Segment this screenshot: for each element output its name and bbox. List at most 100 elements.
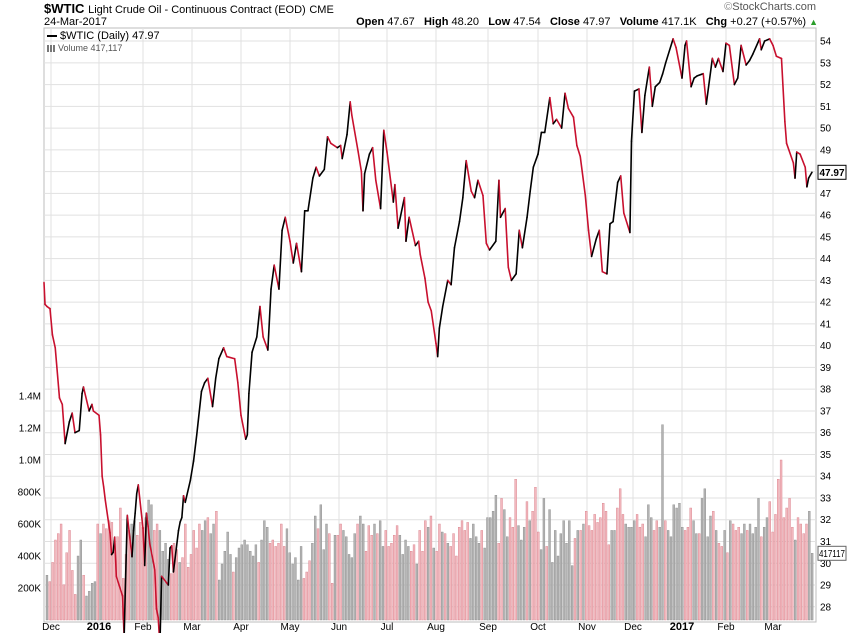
volume-bar	[717, 543, 721, 621]
volume-bar	[517, 525, 520, 621]
volume-bar	[328, 533, 331, 621]
price-segment	[567, 107, 575, 119]
price-segment	[323, 135, 329, 171]
high-value: 48.20	[451, 16, 480, 28]
price-segment	[349, 101, 353, 116]
volume-bar	[460, 520, 464, 621]
price-segment	[696, 72, 705, 77]
volume-bar	[576, 530, 579, 621]
price-segment	[785, 142, 795, 164]
volume-bar	[178, 562, 181, 621]
volume-bar	[579, 530, 582, 621]
volume-bar	[528, 520, 531, 621]
price-segment	[424, 277, 429, 303]
price-segment	[273, 264, 280, 290]
legend-volume-label: Volume 417,117	[58, 43, 123, 53]
price-segment	[54, 347, 61, 399]
price-segment	[295, 242, 303, 273]
volume-bar	[249, 551, 252, 621]
volume-bar	[130, 523, 133, 621]
ohlc-summary: Open 47.67 High 48.20 Low 47.54 Close 47…	[356, 16, 818, 28]
price-segment	[312, 166, 317, 179]
price-segment	[371, 146, 377, 182]
volume-bar	[65, 552, 68, 621]
volume-bar	[675, 507, 678, 621]
volume-bar	[107, 520, 111, 621]
price-segment	[101, 475, 105, 488]
volume-bar	[466, 522, 469, 621]
volume-bar	[367, 525, 371, 621]
volume-bar	[308, 560, 311, 621]
price-segment	[504, 207, 510, 269]
price-segment	[132, 512, 136, 532]
volume-bar	[181, 557, 184, 621]
volume-bar	[762, 527, 766, 621]
x-tick-label: Dec	[42, 622, 60, 633]
volume-bar	[370, 535, 373, 621]
volume-bar	[390, 543, 393, 621]
price-segment	[240, 414, 247, 441]
volume-bar	[695, 533, 698, 621]
volume-bar	[62, 584, 66, 621]
price-segment	[638, 88, 643, 134]
volume-bar	[655, 520, 659, 621]
volume-bar	[452, 533, 455, 621]
price-segment	[237, 381, 242, 417]
volume-bar	[559, 533, 563, 621]
volume-bar	[395, 525, 399, 621]
price-segment	[507, 266, 513, 282]
price-segment	[644, 66, 651, 97]
legend-volume-entry: Volume 417,117	[47, 42, 160, 54]
volume-bar	[672, 504, 675, 621]
volume-value: 417.1K	[661, 16, 697, 28]
y-tick-label: 32	[820, 515, 832, 526]
x-tick-label: Jun	[331, 622, 347, 633]
volume-bar	[760, 536, 763, 621]
y-tick-label: 31	[820, 537, 832, 548]
volume-bar	[610, 530, 613, 621]
price-segment	[346, 101, 352, 136]
price-segment	[427, 301, 433, 312]
volume-bar	[347, 554, 351, 621]
price-segment	[675, 46, 683, 79]
price-segment	[71, 412, 76, 434]
price-segment	[189, 460, 195, 482]
up-triangle-icon: ▲	[809, 17, 818, 27]
chart-title: $WTIC Light Crude Oil - Continuous Contr…	[44, 1, 334, 16]
volume-bar	[82, 575, 85, 621]
volume-bar	[458, 527, 461, 621]
volume-bar	[45, 575, 49, 621]
volume-bar	[254, 544, 258, 621]
price-segment	[99, 434, 103, 478]
price-segment	[438, 305, 444, 330]
volume-bar	[599, 517, 602, 621]
volume-bar	[71, 570, 74, 621]
volume-tick-label: 400K	[18, 552, 42, 563]
volume-bar	[384, 530, 387, 621]
open-value: 47.67	[387, 16, 415, 28]
price-segment	[157, 616, 160, 633]
y-tick-label: 52	[820, 80, 832, 91]
price-segment	[363, 153, 371, 175]
volume-bar	[483, 547, 486, 621]
volume-bar	[232, 571, 235, 621]
price-segment	[549, 96, 555, 125]
price-segment	[326, 135, 332, 145]
volume-bar	[522, 527, 526, 621]
instrument-description: Light Crude Oil - Continuous Contract (E…	[88, 4, 306, 16]
volume-bar	[551, 562, 554, 621]
price-segment	[300, 209, 306, 273]
volume-bar	[692, 520, 695, 621]
volume-bar	[683, 530, 687, 621]
price-segment	[648, 66, 654, 108]
volume-bar	[570, 565, 574, 621]
volume-bar	[288, 552, 291, 621]
price-segment	[284, 216, 291, 243]
volume-bar	[364, 551, 368, 621]
price-segment	[262, 336, 269, 351]
volume-bar	[734, 530, 738, 621]
volume-bar	[706, 536, 709, 621]
price-segment	[641, 94, 646, 134]
volume-tick-label: 600K	[18, 520, 42, 531]
y-tick-label: 33	[820, 493, 832, 504]
